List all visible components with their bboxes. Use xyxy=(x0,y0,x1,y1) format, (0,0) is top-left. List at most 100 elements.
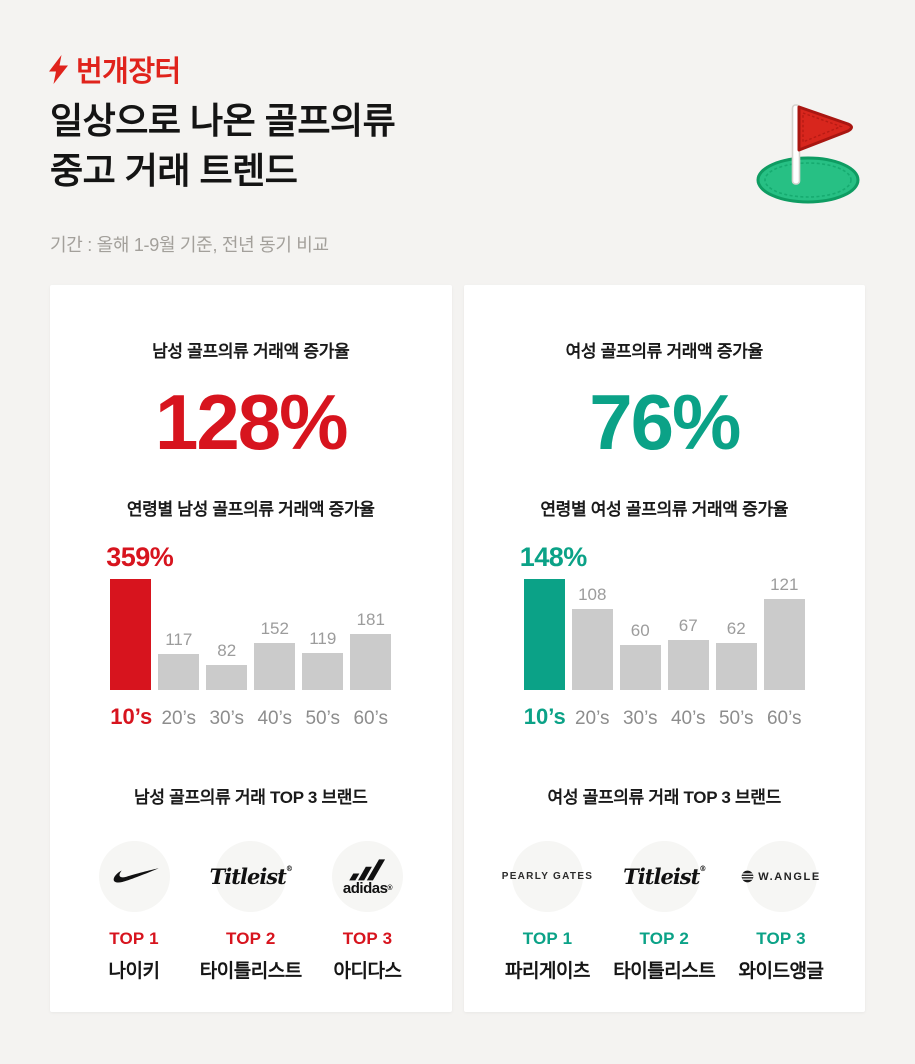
bar-value-label: 181 xyxy=(356,610,385,629)
w-angle-logo-icon: W.ANGLE xyxy=(741,841,819,912)
men-top3-title: 남성 골프의류 거래 TOP 3 브랜드 xyxy=(134,788,368,807)
category-label-30’s: 30’s xyxy=(622,708,658,729)
lightning-bolt-icon xyxy=(49,54,68,84)
men-stat-value: 128% xyxy=(155,378,348,466)
rank-label: TOP 2 xyxy=(639,929,689,948)
bar-column-20’s: 108 xyxy=(571,585,613,690)
titleist-logo-icon: Titleist® xyxy=(623,841,706,912)
bunjang-logo: 번개장터 xyxy=(48,48,181,90)
bar-column-30’s: 82 xyxy=(206,641,248,690)
brand-name: 와이드앵글 xyxy=(738,961,824,982)
bar-40’s xyxy=(667,640,709,690)
page-title-line2: 중고 거래 트렌드 xyxy=(50,150,298,191)
highlight-bar-10’s xyxy=(523,579,565,690)
women-brand-list: PEARLY GATES TOP 1 파리게이츠 Titleist® TOP 2… xyxy=(464,841,866,983)
bar-60’s xyxy=(350,634,392,690)
women-highlight-value-label: 148% xyxy=(519,542,588,572)
adidas-logo-icon: adidas® xyxy=(332,841,403,912)
bar-50’s xyxy=(302,653,344,690)
men-chart-title: 연령별 남성 골프의류 거래액 증가율 xyxy=(126,500,375,519)
category-label-60’s: 60’s xyxy=(766,708,802,729)
bar-20’s xyxy=(158,654,200,690)
bar-value-label: 119 xyxy=(309,629,337,648)
men-stats-card: 남성 골프의류 거래액 증가율 128% 연령별 남성 골프의류 거래액 증가율… xyxy=(50,285,452,1012)
bar-value-label: 82 xyxy=(217,641,237,660)
men-category-labels: 10’s 20’s 30’s 40’s 50’s 60’s xyxy=(110,704,391,730)
bar-column-50’s: 62 xyxy=(715,619,757,690)
titleist-logo-text: Titleist xyxy=(623,864,700,889)
bar-30’s xyxy=(206,665,248,690)
bar-column-40’s: 67 xyxy=(667,616,709,690)
brand-item-titleist: Titleist® TOP 2 타이틀리스트 xyxy=(195,841,307,983)
bar-column-40’s: 152 xyxy=(254,619,296,690)
rank-label: TOP 3 xyxy=(342,929,393,948)
bar-column-20’s: 117 xyxy=(158,630,200,690)
adidas-logo-text: adidas xyxy=(342,880,388,897)
brand-name: 타이틀리스트 xyxy=(199,961,302,982)
page-title-line1: 일상으로 나온 골프의류 xyxy=(50,100,396,141)
bunjang-logo-text: 번개장터 xyxy=(76,56,181,88)
women-bars: 108 60 67 62 121 xyxy=(523,575,805,690)
bar-50’s xyxy=(715,643,757,690)
bar-value-label: 62 xyxy=(726,619,746,638)
bar-value-label: 67 xyxy=(678,616,698,635)
men-highlight-value-label: 359% xyxy=(106,542,174,572)
highlight-bar-10’s xyxy=(110,579,152,690)
bar-20’s xyxy=(571,609,613,690)
registered-mark: ® xyxy=(387,885,393,892)
brand-item-nike: TOP 1 나이키 xyxy=(78,841,190,983)
women-stat-value: 76% xyxy=(589,378,741,466)
period-note: 기간 : 올해 1-9월 기준, 전년 동기 비교 xyxy=(50,235,329,255)
w-angle-logo-text: W.ANGLE xyxy=(758,870,821,883)
bar-column-10’s xyxy=(110,579,152,690)
women-stat-label: 여성 골프의류 거래액 증가율 xyxy=(565,342,764,361)
bar-30’s xyxy=(619,645,661,690)
bar-60’s xyxy=(763,599,805,690)
bar-40’s xyxy=(254,643,296,690)
registered-mark: ® xyxy=(699,864,706,873)
category-label-40’s: 40’s xyxy=(257,708,292,729)
bar-value-label: 117 xyxy=(165,630,193,649)
category-label-50’s: 50’s xyxy=(305,708,340,729)
category-label-10’s: 10’s xyxy=(110,704,153,729)
brand-name: 타이틀리스트 xyxy=(613,961,716,982)
category-label-50’s: 50’s xyxy=(718,708,754,729)
men-age-bar-chart: 359% 117 82 152 119 181 10’s 20’s 30’s 40’s 50’s… xyxy=(106,543,392,730)
rank-label: TOP 1 xyxy=(109,929,159,948)
bar-column-10’s xyxy=(523,579,565,690)
rank-label: TOP 1 xyxy=(522,929,573,948)
category-label-60’s: 60’s xyxy=(353,708,388,729)
bar-value-label: 108 xyxy=(578,585,607,604)
category-label-20’s: 20’s xyxy=(161,708,196,729)
registered-mark: ® xyxy=(285,864,293,873)
brand-item-pearly-gates: PEARLY GATES TOP 1 파리게이츠 xyxy=(492,841,604,983)
pearly-gates-logo-text: PEARLY GATES xyxy=(501,871,594,882)
bar-column-30’s: 60 xyxy=(619,621,661,690)
women-stats-card: 여성 골프의류 거래액 증가율 76% 연령별 여성 골프의류 거래액 증가율 … xyxy=(463,285,866,1012)
bar-value-label: 152 xyxy=(260,619,289,638)
brand-item-w-angle: W.ANGLE TOP 3 와이드앵글 xyxy=(725,841,837,983)
women-top3-title: 여성 골프의류 거래 TOP 3 브랜드 xyxy=(547,788,782,807)
brand-item-adidas: adidas® TOP 3 아디다스 xyxy=(312,841,424,983)
w-angle-ball-icon xyxy=(741,870,754,883)
brand-name: 파리게이츠 xyxy=(505,961,590,982)
women-age-bar-chart: 148% 108 60 67 62 121 10’s 20’s 30’s 40’s 50’s 60… xyxy=(520,543,805,730)
category-label-10’s: 10’s xyxy=(523,704,566,729)
bar-column-60’s: 121 xyxy=(763,575,805,690)
adidas-stripes-icon xyxy=(349,859,386,881)
bar-column-50’s: 119 xyxy=(302,629,344,690)
bar-value-label: 60 xyxy=(630,621,650,640)
page-title: 일상으로 나온 골프의류 중고 거래 트렌드 xyxy=(50,96,396,196)
brand-name: 나이키 xyxy=(108,961,160,982)
nike-logo-icon xyxy=(98,841,170,912)
women-chart-title: 연령별 여성 골프의류 거래액 증가율 xyxy=(540,500,789,519)
category-label-40’s: 40’s xyxy=(670,708,706,729)
titleist-logo-icon: Titleist® xyxy=(210,841,293,912)
brand-item-titleist: Titleist® TOP 2 타이틀리스트 xyxy=(608,841,720,983)
golf-green-flag-icon xyxy=(756,104,860,204)
bar-value-label: 121 xyxy=(770,575,799,594)
men-brand-list: TOP 1 나이키 Titleist® TOP 2 타이틀리스트 xyxy=(50,841,452,983)
women-category-labels: 10’s 20’s 30’s 40’s 50’s 60’s xyxy=(524,704,805,730)
rank-label: TOP 2 xyxy=(225,929,276,948)
